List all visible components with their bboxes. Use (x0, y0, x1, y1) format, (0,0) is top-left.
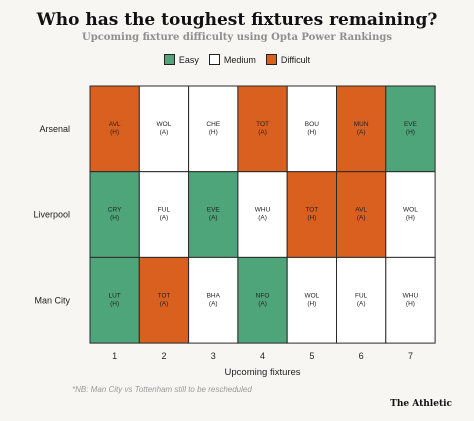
fixture-opponent: WHU (403, 292, 419, 299)
fixture-cell (385, 171, 436, 258)
fixture-opponent: AVL (355, 207, 367, 214)
legend: Easy Medium Difficult (0, 54, 474, 65)
fixture-venue: (H) (307, 129, 316, 136)
fixture-venue: (H) (110, 300, 119, 307)
brand-logo: The Athletic (390, 399, 452, 409)
fixture-venue: (A) (160, 300, 169, 307)
legend-item-difficult: Difficult (265, 54, 311, 65)
fixture-cell (385, 85, 436, 173)
fixture-venue: (A) (357, 129, 366, 136)
fixture-cell (89, 256, 140, 344)
fixture-opponent: TOT (305, 207, 318, 214)
fixture-venue: (H) (110, 129, 119, 136)
fixture-opponent: AVL (109, 121, 121, 128)
x-axis-label: Upcoming fixtures (225, 367, 301, 378)
fixture-opponent: EVE (207, 207, 221, 214)
fixture-cell (336, 85, 387, 173)
fixture-opponent: FUL (355, 292, 368, 299)
row-label: Liverpool (33, 210, 70, 220)
x-tick-label: 5 (309, 351, 314, 361)
fixture-opponent: MUN (354, 121, 369, 128)
fixture-cell (138, 256, 190, 344)
fixture-cell (237, 256, 288, 344)
fixture-opponent: FUL (158, 207, 171, 214)
fixture-opponent: TOT (256, 121, 269, 128)
fixture-cell (385, 256, 436, 344)
legend-item-easy: Easy (163, 54, 199, 65)
chart-subtitle: Upcoming fixture difficulty using Opta P… (82, 32, 392, 43)
fixture-venue: (A) (258, 215, 267, 222)
fixture-venue: (H) (307, 215, 316, 222)
fixture-venue: (A) (160, 215, 169, 222)
chart-title: Who has the toughest fixtures remaining? (36, 10, 438, 30)
fixture-cell (89, 85, 140, 173)
x-tick-label: 2 (161, 351, 166, 361)
fixture-opponent: WOL (157, 121, 172, 128)
fixture-venue: (A) (209, 300, 218, 307)
fixture-cell (286, 171, 338, 258)
fixture-venue: (H) (209, 129, 218, 136)
fixture-venue: (A) (258, 300, 267, 307)
fixture-venue: (A) (258, 129, 267, 136)
fixture-venue: (H) (110, 215, 119, 222)
fixture-cell (336, 256, 387, 344)
fixture-opponent: LUT (109, 292, 121, 299)
fixture-opponent: CHE (206, 121, 220, 128)
fixture-venue: (A) (357, 215, 366, 222)
fixture-opponent: BOU (305, 121, 319, 128)
fixture-opponent: CRY (108, 207, 122, 214)
fixture-cell (286, 256, 338, 344)
x-tick-label: 3 (211, 351, 216, 361)
footnote: *NB: Man City vs Tottenham still to be r… (72, 385, 252, 394)
fixture-venue: (H) (406, 215, 415, 222)
fixture-opponent: WHU (255, 207, 271, 214)
legend-label-medium: Medium (223, 54, 256, 65)
row-label: Arsenal (39, 124, 70, 134)
legend-label-easy: Easy (178, 54, 199, 65)
fixture-venue: (H) (406, 300, 415, 307)
fixture-cell (237, 171, 288, 258)
x-tick-label: 4 (260, 351, 265, 361)
x-tick-label: 1 (112, 351, 117, 361)
row-label: Man City (34, 295, 70, 305)
fixture-venue: (A) (209, 215, 218, 222)
fixture-cell (89, 171, 140, 258)
legend-swatch-difficult (265, 54, 277, 65)
fixture-cell (188, 256, 239, 344)
fixture-venue: (A) (357, 300, 366, 307)
fixture-opponent: WOL (304, 292, 319, 299)
fixture-opponent: EVE (404, 121, 418, 128)
legend-swatch-easy (163, 54, 175, 65)
fixture-venue: (A) (160, 129, 169, 136)
fixture-venue: (H) (406, 129, 415, 136)
fixture-opponent: WOL (403, 207, 418, 214)
fixture-venue: (H) (307, 300, 316, 307)
x-tick-label: 7 (408, 351, 413, 361)
legend-item-medium: Medium (208, 54, 256, 65)
legend-swatch-medium (208, 54, 220, 65)
fixture-cell (138, 85, 190, 173)
fixture-opponent: BHA (207, 292, 221, 299)
fixture-opponent: NFO (256, 292, 270, 299)
fixture-opponent: TOT (158, 292, 171, 299)
x-tick-label: 6 (359, 351, 364, 361)
legend-label-difficult: Difficult (280, 54, 311, 65)
